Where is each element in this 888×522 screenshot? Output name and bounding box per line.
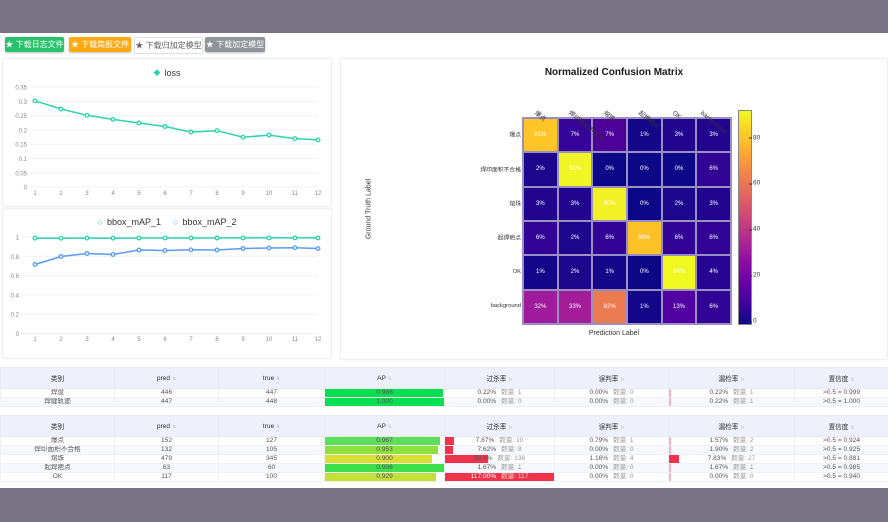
- svg-text:10: 10: [266, 337, 273, 343]
- svg-text:0.25: 0.25: [15, 114, 27, 120]
- svg-text:1: 1: [33, 191, 37, 197]
- svg-text:7: 7: [189, 191, 193, 197]
- svg-text:0: 0: [24, 186, 28, 192]
- svg-text:0.1: 0.1: [19, 157, 28, 163]
- svg-text:4: 4: [111, 337, 115, 343]
- svg-text:12: 12: [315, 337, 322, 343]
- svg-text:0.2: 0.2: [19, 128, 28, 134]
- svg-text:6: 6: [163, 337, 167, 343]
- svg-text:4: 4: [111, 191, 115, 197]
- svg-text:11: 11: [292, 191, 299, 197]
- svg-text:0.35: 0.35: [15, 86, 27, 92]
- svg-text:11: 11: [292, 337, 299, 343]
- svg-text:6: 6: [163, 191, 167, 197]
- svg-text:0: 0: [16, 332, 20, 338]
- svg-text:8: 8: [215, 191, 219, 197]
- svg-text:0.15: 0.15: [15, 143, 27, 149]
- svg-text:9: 9: [241, 337, 245, 343]
- svg-text:5: 5: [137, 191, 141, 197]
- svg-text:0.3: 0.3: [19, 100, 28, 106]
- svg-text:0.4: 0.4: [11, 293, 20, 299]
- svg-text:1: 1: [16, 236, 20, 242]
- svg-text:5: 5: [137, 337, 141, 343]
- svg-text:1: 1: [33, 337, 37, 343]
- svg-text:0.8: 0.8: [11, 255, 20, 261]
- svg-text:0.05: 0.05: [15, 171, 27, 177]
- svg-text:9: 9: [241, 191, 245, 197]
- svg-text:3: 3: [85, 337, 89, 343]
- svg-text:7: 7: [189, 337, 193, 343]
- svg-text:8: 8: [215, 337, 219, 343]
- svg-text:0.6: 0.6: [11, 274, 20, 280]
- svg-text:2: 2: [59, 191, 63, 197]
- svg-text:3: 3: [85, 191, 89, 197]
- svg-text:0.2: 0.2: [11, 313, 20, 319]
- svg-text:10: 10: [266, 191, 273, 197]
- svg-text:2: 2: [59, 337, 63, 343]
- svg-text:12: 12: [315, 191, 322, 197]
